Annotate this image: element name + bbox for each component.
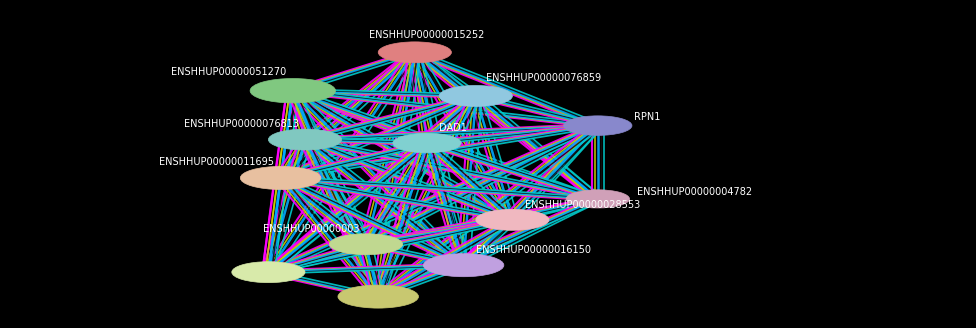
Text: ENSHHUP00000011695: ENSHHUP00000011695	[159, 157, 274, 168]
Text: ENSHHUP00000003: ENSHHUP00000003	[264, 224, 360, 235]
Circle shape	[240, 166, 321, 190]
Text: DAD1: DAD1	[439, 123, 468, 133]
Text: ENSHHUP00000051270: ENSHHUP00000051270	[172, 67, 287, 77]
Circle shape	[439, 86, 512, 106]
Text: RPN1: RPN1	[634, 112, 661, 122]
Circle shape	[329, 234, 403, 255]
Text: ENSHHUP00000028553: ENSHHUP00000028553	[525, 200, 640, 210]
Circle shape	[338, 285, 419, 308]
Circle shape	[268, 129, 342, 150]
Circle shape	[424, 254, 504, 277]
Circle shape	[564, 116, 632, 135]
Text: ENSHHUP00000076813: ENSHHUP00000076813	[183, 119, 299, 129]
Text: ENSHHUP00000016150: ENSHHUP00000016150	[476, 245, 590, 256]
Circle shape	[378, 42, 452, 63]
Circle shape	[476, 209, 549, 230]
Text: ENSHHUP00000015252: ENSHHUP00000015252	[369, 30, 485, 40]
Circle shape	[566, 190, 630, 208]
Circle shape	[250, 78, 336, 103]
Text: ENSHHUP00000004782: ENSHHUP00000004782	[637, 187, 752, 197]
Circle shape	[232, 262, 305, 283]
Text: ENSHHUP00000076859: ENSHHUP00000076859	[486, 73, 600, 83]
Circle shape	[392, 133, 462, 153]
